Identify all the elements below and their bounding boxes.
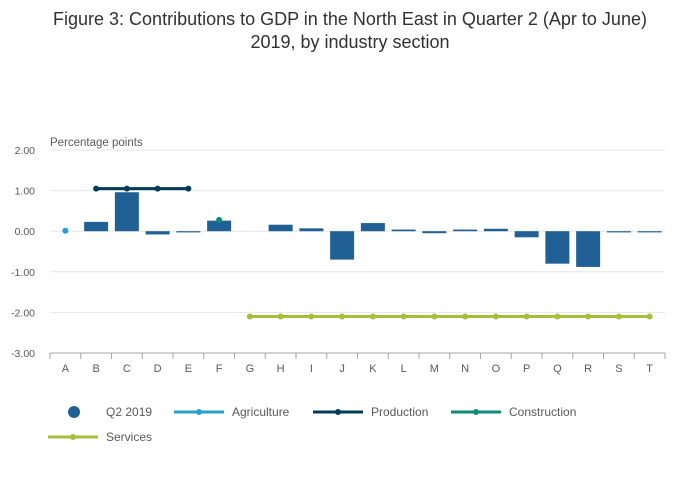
x-tick-label: M: [430, 363, 439, 375]
x-tick-label: H: [277, 363, 285, 375]
bar: [360, 223, 385, 232]
point-construction: [216, 216, 223, 223]
x-tick-label: O: [492, 363, 501, 375]
legend-item-agriculture: Agriculture: [174, 405, 289, 419]
legend-label: Q2 2019: [106, 405, 153, 419]
x-tick-label: P: [523, 363, 530, 375]
point-services: [492, 313, 499, 320]
x-tick-label: R: [584, 363, 592, 375]
legend-marker-line: [174, 409, 224, 415]
point-production: [185, 185, 192, 192]
legend-label: Construction: [509, 405, 577, 419]
chart-title: Figure 3: Contributions to GDP in the No…: [0, 8, 700, 54]
x-tick-label: S: [615, 363, 622, 375]
point-services: [554, 313, 561, 320]
legend-item-services: Services: [48, 430, 152, 444]
chart-title-line-2: 2019, by industry section: [250, 32, 450, 52]
x-tick-label: F: [216, 363, 223, 375]
y-tick-label: 0.00: [15, 226, 36, 238]
bar: [207, 220, 232, 232]
bar: [84, 221, 109, 232]
y-tick-label: 1.00: [15, 186, 36, 198]
legend-marker-line: [451, 409, 501, 415]
bar: [545, 231, 570, 264]
y-tick-label: -2.00: [11, 307, 35, 319]
legend-item-production: Production: [313, 405, 428, 419]
bar: [391, 229, 416, 232]
point-production: [93, 185, 100, 192]
legend-label: Agriculture: [232, 405, 290, 419]
x-tick-label: L: [401, 363, 407, 375]
x-tick-label: K: [369, 363, 377, 375]
x-tick-label: I: [310, 363, 313, 375]
point-services: [277, 313, 284, 320]
point-services: [585, 313, 592, 320]
point-services: [400, 313, 407, 320]
x-tick-label: B: [92, 363, 99, 375]
point-production: [123, 185, 130, 192]
bar: [299, 228, 324, 232]
y-tick-label: 2.00: [15, 145, 36, 157]
bar: [330, 231, 355, 260]
x-tick-label: G: [246, 363, 255, 375]
bar: [422, 231, 447, 234]
legend-marker-line: [313, 409, 363, 415]
x-tick-label: T: [646, 363, 653, 375]
point-services: [462, 313, 469, 320]
point-services: [308, 313, 315, 320]
legend-marker-bar: [68, 406, 80, 418]
x-tick-label: J: [339, 363, 345, 375]
y-tick-label: -3.00: [11, 348, 35, 360]
bar: [453, 229, 478, 232]
legend-label: Services: [106, 430, 153, 444]
bar: [606, 231, 631, 233]
bar: [576, 231, 601, 267]
y-axis-title: Percentage points: [50, 137, 143, 149]
bar: [268, 224, 293, 232]
x-tick-label: C: [123, 363, 131, 375]
x-tick-label: D: [154, 363, 162, 375]
point-production: [154, 185, 161, 192]
x-tick-label: Q: [553, 363, 562, 375]
point-services: [369, 313, 376, 320]
bar: [176, 231, 201, 233]
x-tick-label: N: [461, 363, 469, 375]
chart-title-line-1: Figure 3: Contributions to GDP in the No…: [53, 9, 647, 29]
legend-marker-line: [48, 434, 98, 440]
point-agriculture: [62, 227, 69, 234]
bar: [145, 231, 170, 235]
legend-label: Production: [371, 405, 429, 419]
legend-item-construction: Construction: [451, 405, 576, 419]
bar: [114, 192, 139, 232]
y-tick-label: -1.00: [11, 267, 35, 279]
bar: [637, 231, 662, 233]
point-services: [339, 313, 346, 320]
point-services: [431, 313, 438, 320]
point-services: [523, 313, 530, 320]
point-services: [615, 313, 622, 320]
x-tick-label: E: [185, 363, 192, 375]
bar: [483, 228, 508, 232]
point-services: [646, 313, 653, 320]
point-services: [246, 313, 253, 320]
bar: [514, 231, 539, 238]
x-tick-label: A: [62, 363, 70, 375]
legend-item-q2-2019: Q2 2019: [48, 405, 152, 419]
